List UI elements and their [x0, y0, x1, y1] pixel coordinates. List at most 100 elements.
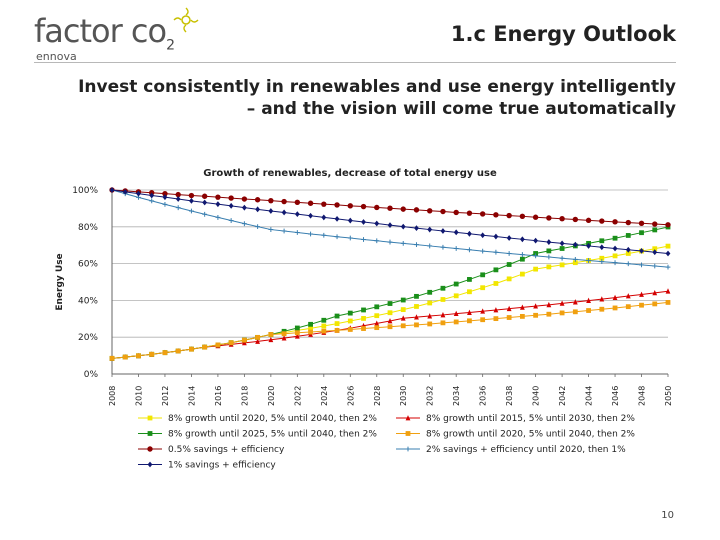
series-2-point [599, 296, 605, 302]
series-2-point [467, 309, 472, 315]
series-4-point [361, 326, 366, 331]
series-7-point [559, 240, 565, 247]
series-6-point [215, 215, 221, 220]
series-4-point [162, 350, 168, 356]
series-7-point [414, 225, 419, 231]
series-1-point [559, 262, 565, 268]
y-tick-label: 60% [78, 260, 98, 270]
x-tick-label: 2038 [505, 386, 514, 406]
series-4-point [493, 316, 499, 322]
series-6-point [572, 256, 578, 262]
series-6-point [400, 240, 406, 246]
slide-subtitle: Invest consistently in renewables and us… [36, 76, 676, 120]
series-3-point [374, 304, 380, 310]
series-5-point [215, 194, 221, 200]
series-6-point [321, 232, 327, 238]
series-7-point [387, 222, 393, 229]
series-7-point [228, 202, 234, 209]
series-3-point [347, 310, 353, 316]
series-4-point [506, 315, 512, 320]
series-7-point [268, 208, 274, 214]
series-1-point [612, 253, 618, 259]
series-2-point [440, 312, 446, 318]
series-2-point [639, 291, 644, 297]
series-2-point [586, 297, 591, 303]
series-3-point [453, 281, 459, 287]
series-1-point [480, 285, 486, 291]
y-tick-label: 40% [78, 296, 98, 306]
series-2-point [414, 314, 419, 320]
brand-logo: factor co2 [34, 7, 199, 53]
series-6-point [559, 255, 565, 261]
series-1-point [440, 297, 446, 302]
series-3-point [294, 325, 300, 331]
series-1-point [400, 307, 406, 312]
series-7-point [586, 243, 591, 249]
series-5-point [546, 215, 552, 221]
series-4-point [665, 300, 671, 305]
x-tick-label: 2026 [346, 386, 355, 406]
energy-chart-svg: Growth of renewables, decrease of total … [55, 168, 673, 471]
legend-swatch-marker [147, 415, 153, 421]
series-6-point [241, 221, 247, 227]
series-7-point [546, 239, 552, 245]
series-4-point [427, 321, 433, 327]
series-2-point [427, 313, 433, 319]
legend-swatch-marker [405, 431, 411, 436]
legend-swatch-marker [147, 446, 153, 452]
series-6-point [162, 201, 168, 207]
series-4-point [321, 328, 327, 334]
series-4-point [652, 301, 658, 307]
series-3-point [361, 307, 366, 313]
series-7-point [480, 232, 486, 239]
series-5-point [519, 213, 526, 220]
series-5-point [294, 199, 301, 206]
series-5-point [427, 208, 433, 214]
x-tick-label: 2034 [452, 386, 461, 406]
series-5-point [585, 217, 592, 224]
x-tick-label: 2028 [373, 386, 382, 406]
series-5-point [652, 221, 658, 227]
series-6-point [652, 263, 658, 269]
series-1-point [321, 323, 327, 329]
x-tick-label: 2032 [426, 386, 435, 406]
series-5-point [479, 211, 486, 217]
series-4-point [639, 302, 644, 308]
series-3-point [334, 313, 340, 319]
series-7-point [347, 217, 353, 224]
series-7-point [572, 241, 578, 248]
series-2-point [480, 308, 486, 314]
brand-subline: ennova [36, 50, 77, 63]
series-2-point [255, 338, 261, 344]
x-tick-label: 2008 [108, 386, 117, 406]
legend-label: 8% growth until 2020, 5% until 2040, the… [426, 430, 635, 440]
series-1-point [427, 300, 433, 306]
x-tick-label: 2030 [399, 386, 408, 406]
series-5-point [506, 212, 512, 219]
series-6-point [414, 242, 419, 248]
series-6-point [519, 252, 525, 257]
header-divider [34, 62, 676, 63]
series-4-point [612, 305, 618, 311]
series-7-point [189, 197, 194, 204]
series-2-point [572, 299, 578, 305]
series-5-point [321, 201, 327, 207]
series-6-point [374, 238, 380, 244]
series-5-point [413, 207, 420, 213]
series-7-point [361, 219, 366, 225]
series-6-point [268, 227, 274, 232]
series-5-point [453, 209, 459, 216]
series-4-point [136, 353, 141, 359]
series-4-point [440, 320, 446, 326]
series-6-point [625, 261, 631, 267]
series-4-point [215, 342, 221, 348]
sun-swirl-icon [173, 7, 199, 33]
series-6-point [361, 237, 366, 242]
series-1-point [572, 260, 578, 266]
energy-chart: Growth of renewables, decrease of total … [50, 160, 678, 490]
series-4-point [374, 325, 380, 331]
x-tick-label: 2018 [240, 386, 249, 406]
series-5-point [360, 203, 367, 210]
series-2-point [374, 320, 380, 326]
series-4-point [347, 327, 353, 332]
